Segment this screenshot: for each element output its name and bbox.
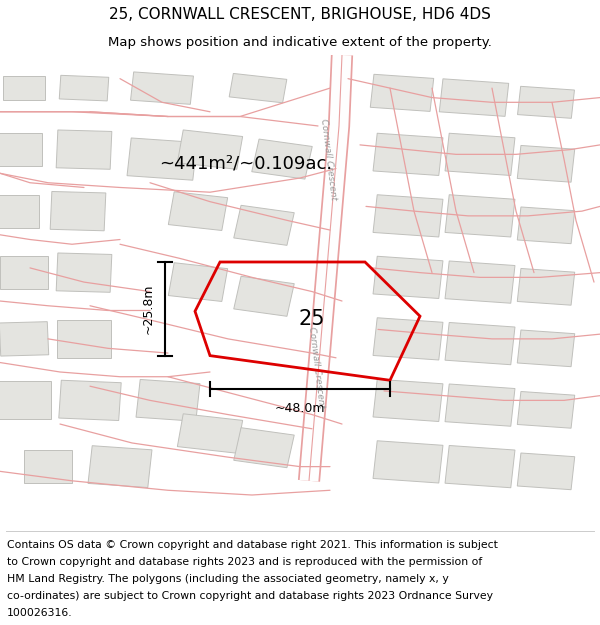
Text: Map shows position and indicative extent of the property.: Map shows position and indicative extent… [108, 36, 492, 49]
Polygon shape [0, 133, 42, 166]
Text: ~25.8m: ~25.8m [141, 284, 154, 334]
Polygon shape [517, 391, 575, 428]
Polygon shape [439, 79, 509, 116]
Text: 25: 25 [299, 309, 325, 329]
Text: Cornwall Crescent: Cornwall Crescent [307, 326, 326, 409]
Polygon shape [373, 195, 443, 237]
Polygon shape [517, 330, 575, 367]
Polygon shape [234, 206, 294, 246]
Polygon shape [517, 207, 575, 244]
Polygon shape [56, 130, 112, 169]
Polygon shape [0, 256, 48, 289]
Text: ~48.0m: ~48.0m [275, 402, 325, 415]
Polygon shape [445, 133, 515, 176]
Text: HM Land Registry. The polygons (including the associated geometry, namely x, y: HM Land Registry. The polygons (includin… [7, 574, 449, 584]
Polygon shape [373, 318, 443, 360]
Polygon shape [59, 76, 109, 101]
Polygon shape [373, 379, 443, 421]
Polygon shape [178, 414, 242, 453]
Text: 100026316.: 100026316. [7, 608, 73, 618]
Polygon shape [0, 194, 39, 228]
Polygon shape [445, 261, 515, 303]
Polygon shape [24, 450, 72, 483]
Polygon shape [0, 322, 49, 356]
Polygon shape [50, 191, 106, 231]
Polygon shape [370, 74, 434, 111]
Text: to Crown copyright and database rights 2023 and is reproduced with the permissio: to Crown copyright and database rights 2… [7, 557, 482, 567]
Text: Cornwall Crescent: Cornwall Crescent [319, 118, 338, 201]
Polygon shape [56, 253, 112, 292]
Text: 25, CORNWALL CRESCENT, BRIGHOUSE, HD6 4DS: 25, CORNWALL CRESCENT, BRIGHOUSE, HD6 4D… [109, 8, 491, 22]
Polygon shape [136, 379, 200, 421]
Polygon shape [229, 74, 287, 102]
Polygon shape [127, 138, 197, 180]
Text: ~441m²/~0.109ac.: ~441m²/~0.109ac. [159, 155, 332, 173]
Polygon shape [57, 320, 111, 357]
Polygon shape [88, 446, 152, 488]
Polygon shape [169, 192, 227, 231]
Polygon shape [234, 428, 294, 468]
Polygon shape [373, 133, 443, 176]
Polygon shape [445, 384, 515, 426]
Polygon shape [252, 139, 312, 179]
Text: co-ordinates) are subject to Crown copyright and database rights 2023 Ordnance S: co-ordinates) are subject to Crown copyr… [7, 591, 493, 601]
Polygon shape [373, 441, 443, 483]
Polygon shape [169, 262, 227, 301]
Polygon shape [234, 276, 294, 316]
Polygon shape [518, 86, 574, 118]
Polygon shape [373, 256, 443, 299]
Polygon shape [131, 72, 193, 104]
Polygon shape [3, 76, 45, 100]
Polygon shape [59, 380, 121, 421]
Text: Contains OS data © Crown copyright and database right 2021. This information is : Contains OS data © Crown copyright and d… [7, 540, 498, 550]
Polygon shape [445, 195, 515, 237]
Polygon shape [517, 453, 575, 490]
Polygon shape [517, 146, 575, 182]
Polygon shape [178, 130, 242, 169]
Polygon shape [0, 381, 51, 419]
Polygon shape [445, 446, 515, 488]
Polygon shape [517, 269, 575, 305]
Polygon shape [445, 322, 515, 365]
